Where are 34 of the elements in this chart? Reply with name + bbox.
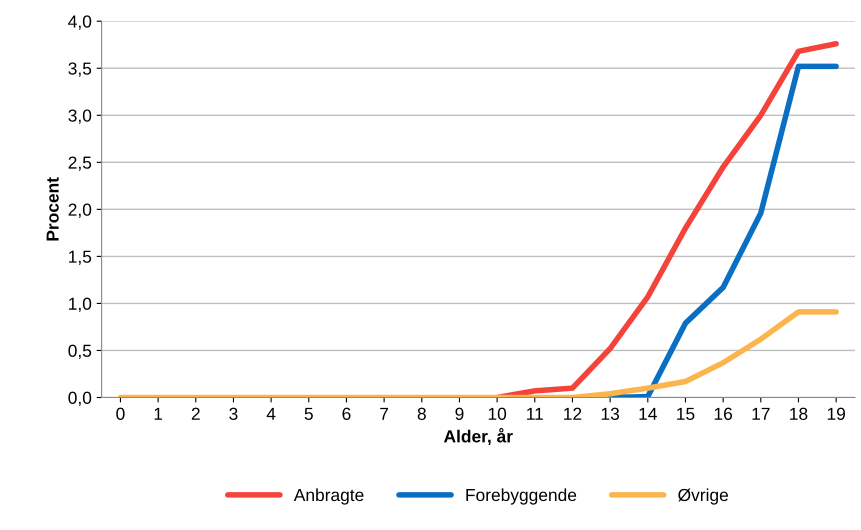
legend-label: Anbragte bbox=[294, 488, 364, 505]
y-axis-title: Procent bbox=[46, 177, 59, 241]
x-tick-label: 3 bbox=[229, 408, 238, 420]
y-tick-label: 3,0 bbox=[68, 109, 92, 124]
y-tick-label: 3,5 bbox=[68, 62, 92, 77]
x-tick-label: 12 bbox=[564, 408, 582, 420]
y-tick-label: 1,0 bbox=[69, 298, 92, 312]
x-tick-label: 5 bbox=[304, 408, 313, 420]
y-tick-label: 2,5 bbox=[68, 156, 92, 171]
y-tick-label: 0,0 bbox=[68, 392, 92, 406]
x-tick-label: 2 bbox=[192, 408, 200, 420]
x-axis-title: Alder, år bbox=[444, 428, 513, 446]
x-tick-label: 15 bbox=[677, 408, 694, 420]
legend-label: Forebyggende bbox=[466, 488, 576, 505]
x-tick-label: 14 bbox=[639, 408, 657, 420]
x-tick-label: 19 bbox=[828, 408, 845, 420]
x-tick-label: 1 bbox=[154, 408, 162, 420]
y-tick-label: 4,0 bbox=[68, 15, 92, 30]
x-tick-label: 13 bbox=[602, 408, 620, 420]
y-tick-label: 1,5 bbox=[69, 250, 92, 265]
x-tick-label: 9 bbox=[455, 408, 464, 420]
x-tick-label: 0 bbox=[116, 408, 125, 420]
y-tick-label: 2,0 bbox=[68, 204, 92, 218]
x-tick-label: 16 bbox=[714, 408, 732, 420]
y-tick-label: 0,5 bbox=[68, 344, 92, 359]
x-tick-label: 17 bbox=[752, 408, 770, 420]
x-tick-label: 18 bbox=[790, 408, 808, 420]
x-tick-label: 8 bbox=[418, 408, 426, 420]
x-tick-label: 6 bbox=[342, 408, 351, 420]
x-tick-label: 10 bbox=[488, 408, 506, 420]
x-tick-label: 7 bbox=[380, 408, 388, 420]
x-tick-label: 11 bbox=[527, 408, 543, 420]
x-tick-label: 4 bbox=[266, 408, 276, 420]
legend-label: Øvrige bbox=[678, 488, 728, 505]
